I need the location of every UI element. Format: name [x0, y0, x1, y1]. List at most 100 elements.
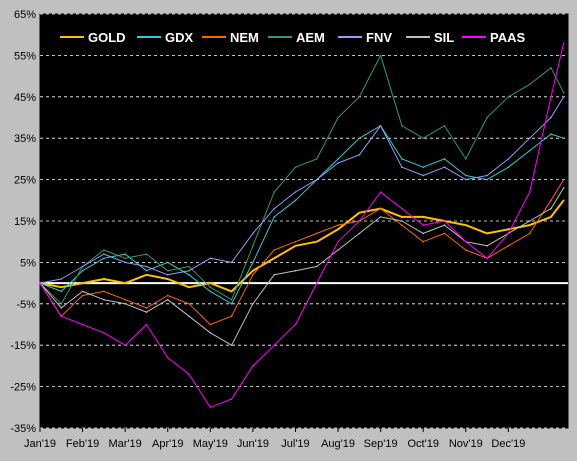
data-point-fnv — [124, 261, 126, 264]
data-point-fnv — [422, 174, 425, 177]
data-point-sil — [230, 344, 233, 347]
data-point-gdx — [507, 166, 510, 168]
data-point-paas — [358, 220, 361, 222]
data-point-gold — [273, 257, 276, 260]
data-point-gold — [401, 216, 403, 218]
legend-label-sil: SIL — [434, 30, 454, 45]
data-point-fnv — [103, 253, 105, 255]
data-point-sil — [422, 232, 425, 235]
data-point-aem — [401, 125, 403, 127]
data-point-sil — [337, 249, 339, 251]
y-tick-label: 65% — [14, 9, 36, 21]
data-point-sil — [528, 220, 531, 222]
y-tick-label: 15% — [14, 216, 36, 228]
data-point-fnv — [60, 278, 63, 280]
data-point-gold — [422, 216, 425, 218]
data-point-sil — [316, 265, 318, 268]
data-point-gdx — [103, 257, 105, 260]
data-point-paas — [81, 323, 84, 326]
x-tick-label: Feb'19 — [66, 438, 99, 450]
data-point-paas — [316, 282, 318, 284]
data-point-aem — [145, 253, 148, 255]
data-point-paas — [550, 96, 552, 98]
data-point-gdx — [294, 199, 297, 202]
data-point-aem — [465, 158, 467, 160]
data-point-fnv — [401, 166, 403, 168]
data-point-gold — [81, 282, 84, 284]
data-point-gold — [124, 282, 126, 284]
data-point-fnv — [550, 116, 552, 119]
data-point-gold — [188, 286, 190, 289]
data-point-aem — [316, 158, 318, 160]
x-tick-label: Mar'19 — [109, 438, 142, 450]
x-axis-ticks: Jan'19 Feb'19 Mar'19 Apr'19 May'19 Jun'19 Jul'… — [24, 428, 525, 450]
data-point-aem — [230, 298, 233, 301]
data-point-aem — [337, 116, 339, 119]
x-tick-label: Jun'19 — [237, 438, 269, 450]
x-tick-label: Nov'19 — [449, 438, 483, 450]
data-point-aem — [358, 96, 361, 98]
data-point-gdx — [337, 158, 339, 160]
data-point-paas — [401, 207, 403, 210]
data-point-nem — [209, 323, 212, 326]
data-point-paas — [443, 220, 446, 222]
series-line-aem — [39, 54, 565, 305]
data-point-gdx — [81, 269, 84, 272]
data-point-gdx — [230, 303, 233, 305]
data-point-paas — [379, 191, 382, 193]
data-point-sil — [103, 298, 105, 301]
data-point-gdx — [528, 149, 531, 152]
data-point-fnv — [145, 265, 148, 268]
data-point-gdx — [166, 261, 169, 264]
data-point-gold — [316, 240, 318, 243]
data-point-gold — [294, 245, 297, 247]
x-tick-label: Dec'19 — [491, 438, 525, 450]
data-point-paas — [209, 406, 212, 409]
data-point-fnv — [562, 96, 565, 98]
series-line-gdx — [39, 125, 564, 305]
data-point-aem — [486, 116, 488, 119]
x-tick-label: Jan'19 — [24, 438, 56, 450]
data-point-aem — [209, 286, 212, 289]
data-point-gdx — [486, 178, 488, 181]
data-point-paas — [103, 332, 105, 334]
data-point-paas — [252, 365, 254, 367]
data-point-nem — [124, 298, 126, 301]
data-point-gold — [528, 224, 531, 226]
data-point-fnv — [528, 137, 531, 139]
x-tick-label: Jul'19 — [281, 438, 309, 450]
data-point-gold — [103, 278, 105, 280]
data-point-fnv — [81, 265, 84, 268]
y-tick-label: -15% — [10, 340, 36, 352]
data-point-paas — [486, 257, 488, 260]
data-point-gold — [562, 199, 565, 202]
data-point-gold — [550, 216, 552, 218]
data-point-sil — [252, 303, 254, 305]
data-point-aem — [550, 67, 552, 69]
data-point-paas — [124, 344, 126, 347]
data-point-aem — [379, 54, 382, 57]
y-tick-label: 45% — [14, 92, 36, 104]
data-point-nem — [294, 240, 297, 243]
data-point-nem — [401, 224, 403, 226]
data-point-sil — [443, 224, 446, 226]
data-point-gdx — [550, 133, 552, 135]
x-tick-label: Sep'19 — [364, 438, 398, 450]
data-point-fnv — [273, 207, 276, 210]
data-point-paas — [145, 323, 148, 326]
y-tick-label: -25% — [10, 382, 36, 394]
data-point-fnv — [443, 166, 446, 168]
y-tick-label: 25% — [14, 175, 36, 187]
data-point-sil — [273, 274, 276, 276]
data-point-paas — [39, 282, 41, 284]
data-point-aem — [294, 166, 297, 168]
data-point-nem — [81, 294, 84, 297]
data-point-aem — [166, 269, 169, 272]
data-point-nem — [379, 207, 382, 210]
data-point-nem — [188, 303, 190, 305]
y-tick-label: -35% — [10, 423, 36, 435]
data-point-gold — [465, 224, 467, 226]
data-point-gdx — [273, 216, 276, 218]
data-point-fnv — [166, 274, 169, 276]
data-point-gold — [230, 290, 233, 293]
